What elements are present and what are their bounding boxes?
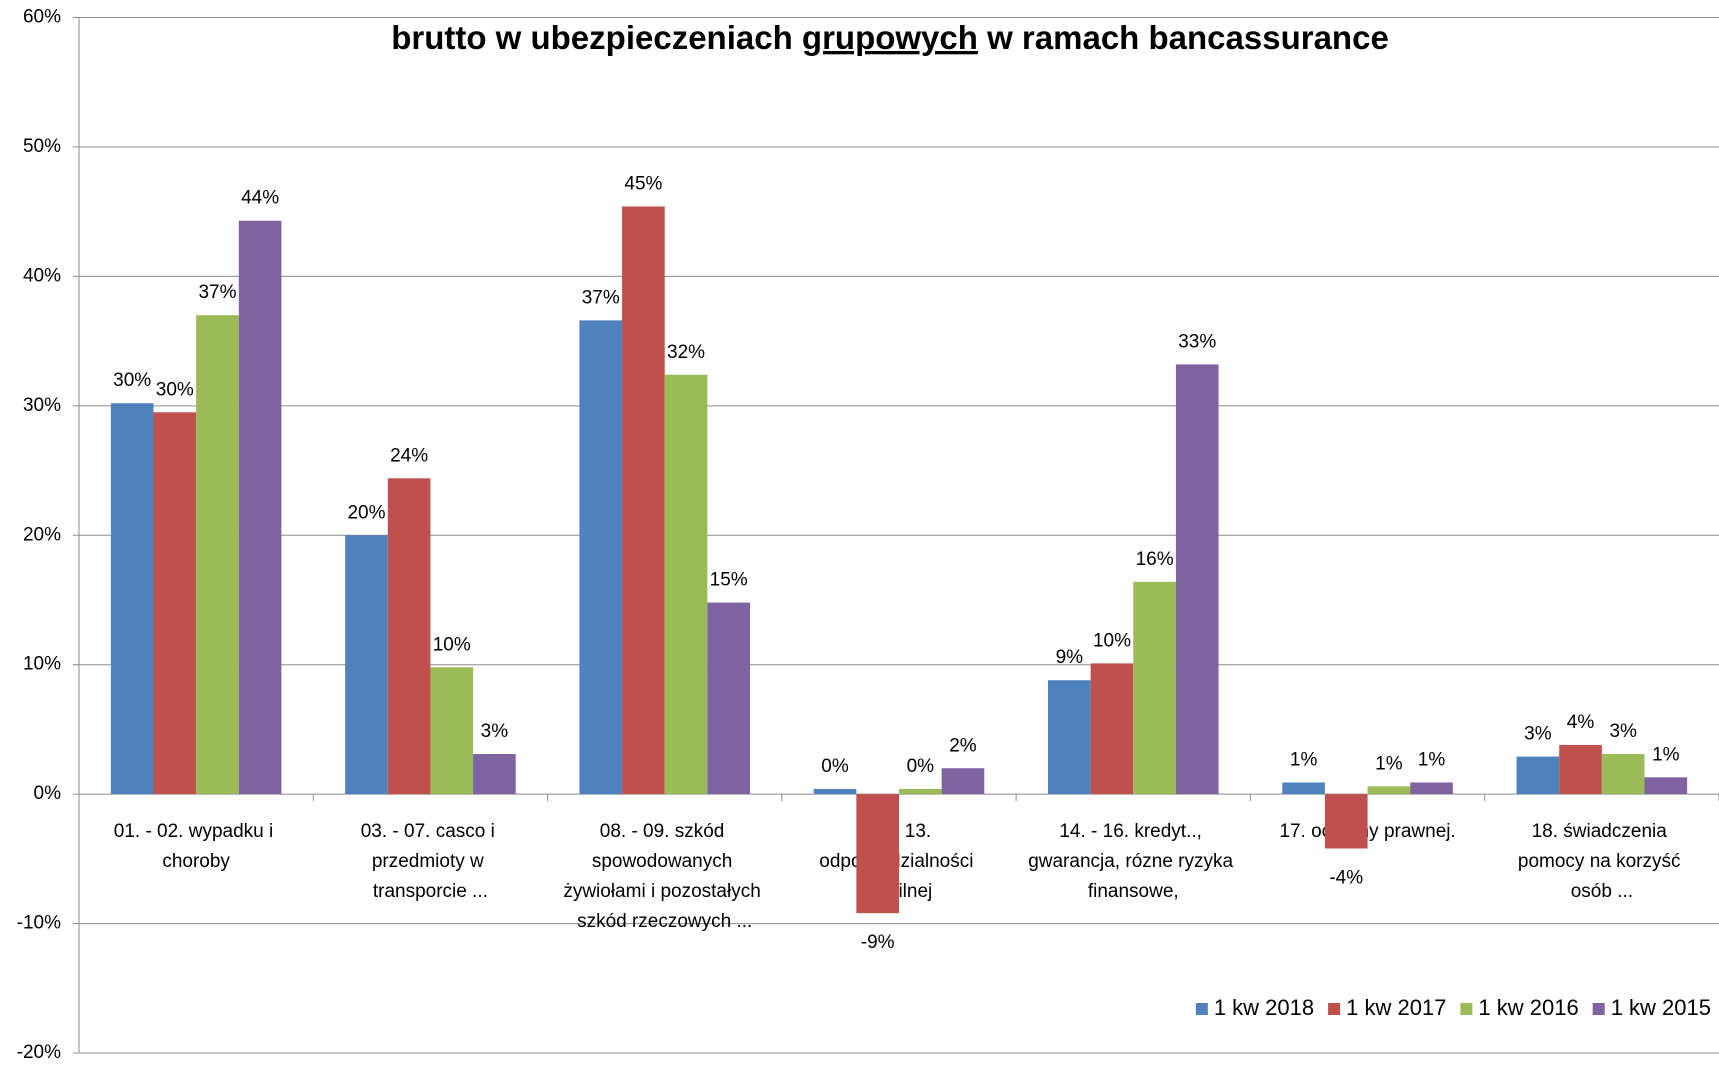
title-part: brutto w ubezpieczeniach [391, 19, 793, 56]
label-line: osób ... [1571, 881, 1633, 902]
bar [622, 206, 665, 795]
bar [345, 535, 388, 795]
bar [1175, 364, 1219, 795]
bar [1601, 753, 1645, 795]
bar [430, 667, 474, 795]
y-tick-label: 10% [23, 654, 61, 675]
bar [238, 220, 282, 795]
x-tick-label: 03. - 07. casco i przedmioty w transporc… [361, 821, 500, 902]
bar [813, 788, 857, 795]
label-line: finansowe, [1088, 881, 1179, 902]
bar [387, 478, 431, 795]
bar [473, 753, 516, 795]
bar [1282, 782, 1325, 795]
y-tick-label: 30% [23, 395, 61, 416]
label-line: 08. - 09. szkód [600, 821, 730, 842]
y-tick-label: -10% [17, 913, 61, 934]
label-line: transporcie ... [373, 881, 488, 902]
bar [579, 320, 623, 795]
label-line: spowodowanych [592, 851, 738, 872]
data-label: 0% [821, 756, 849, 777]
data-label: 1% [1418, 749, 1446, 770]
data-label: 32% [667, 342, 705, 363]
bar [153, 412, 197, 795]
bar [1048, 680, 1091, 795]
data-label: 15% [710, 570, 748, 591]
data-label: 24% [390, 445, 428, 466]
legend-swatch [1460, 1003, 1473, 1015]
legend-label: 1 kw 2017 [1346, 995, 1446, 1020]
y-tick-label: 50% [23, 136, 61, 157]
bar [110, 403, 154, 795]
data-label: 33% [1178, 331, 1216, 352]
x-tick-label: 14. - 16. kredyt.., gwarancja, rózne ryz… [1028, 821, 1238, 902]
data-label: -4% [1329, 868, 1363, 889]
x-tick-label: 08. - 09. szkód spowodowanych żywiołami … [563, 821, 766, 932]
bar [1090, 663, 1134, 795]
label-line: choroby [162, 851, 230, 872]
legend-swatch [1328, 1003, 1341, 1015]
data-label: 1% [1652, 744, 1680, 765]
bar [1644, 777, 1688, 795]
data-label: 1% [1290, 749, 1318, 770]
data-label: 10% [1093, 630, 1131, 651]
x-tick-label: 01. - 02. wypadku i choroby [114, 821, 279, 872]
data-label: 20% [347, 502, 385, 523]
y-tick-label: 40% [23, 265, 61, 286]
label-line: 18. świadczenia [1532, 821, 1672, 842]
data-label: 10% [433, 634, 471, 655]
label-line: szkód rzeczowych ... [577, 911, 752, 932]
y-tick-label: 0% [34, 783, 62, 804]
data-label: 1% [1375, 753, 1403, 774]
bar [1133, 581, 1176, 795]
bar [1559, 744, 1602, 795]
bar [664, 374, 708, 795]
data-label: 9% [1056, 647, 1084, 668]
bar [1516, 756, 1560, 795]
bar [856, 794, 899, 914]
x-tick-label: 18. świadczenia pomocy na korzyść osób .… [1518, 821, 1686, 902]
bar [899, 788, 942, 795]
data-label: 0% [907, 756, 935, 777]
legend-swatch [1195, 1003, 1208, 1015]
bar [1410, 782, 1453, 795]
bar [941, 768, 985, 795]
data-label: 4% [1567, 712, 1595, 733]
data-label: 16% [1136, 549, 1174, 570]
label-line: żywiołami i pozostałych [563, 881, 766, 902]
title-part: grupowych [802, 19, 978, 56]
chart-title: brutto w ubezpieczeniach grupowych w ram… [391, 19, 1389, 56]
bar [1324, 794, 1368, 849]
data-label: 37% [198, 282, 236, 303]
y-tick-label: -20% [17, 1042, 61, 1063]
legend-swatch [1592, 1003, 1605, 1015]
bar [1367, 786, 1411, 795]
data-label: -9% [861, 932, 895, 953]
legend-label: 1 kw 2016 [1478, 995, 1578, 1020]
label-line: pomocy na korzyść [1518, 851, 1686, 872]
data-label: 30% [156, 379, 194, 400]
data-label: 30% [113, 370, 151, 391]
title-part: w ramach bancassurance [986, 19, 1389, 56]
data-label: 3% [1524, 724, 1552, 745]
y-tick-label: 20% [23, 524, 61, 545]
data-label: 3% [481, 721, 509, 742]
data-label: 3% [1609, 721, 1637, 742]
label-line: gwarancja, rózne ryzyka [1028, 851, 1238, 872]
data-label: 2% [949, 735, 977, 756]
legend-label: 1 kw 2015 [1611, 995, 1711, 1020]
label-line: 14. - 16. kredyt.., [1059, 821, 1207, 842]
data-label: 45% [624, 173, 662, 194]
data-label: 44% [241, 188, 279, 209]
y-tick-label: 60% [23, 7, 61, 28]
bar [707, 602, 750, 795]
data-label: 37% [582, 287, 620, 308]
bar [196, 315, 239, 795]
label-line: 01. - 02. wypadku i [114, 821, 279, 842]
legend-label: 1 kw 2018 [1214, 995, 1314, 1020]
label-line: 03. - 07. casco i [361, 821, 500, 842]
label-line: przedmioty w [372, 851, 489, 872]
